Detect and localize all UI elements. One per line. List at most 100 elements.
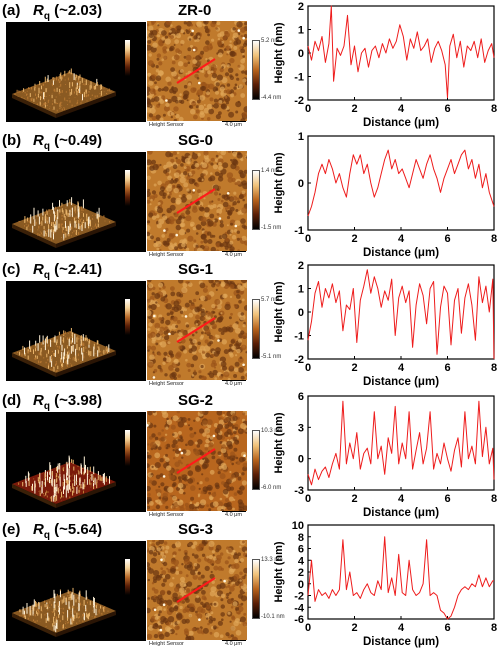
x-tick-label: 0 xyxy=(305,103,311,115)
y-axis-label: Height (nm) xyxy=(273,281,285,342)
color-scale-min: -5.1 nm xyxy=(261,354,282,360)
height-profile-line xyxy=(307,400,495,486)
color-scale-max: 5.7 nm xyxy=(261,297,280,303)
panel-c: (c) Rq (~2.41) SG-1 5.7 nm -5.1 nm Height Sen… xyxy=(0,259,500,389)
color-scale-min: -10.1 nm xyxy=(261,614,285,620)
x-tick-label: 2 xyxy=(351,233,357,245)
afm-2d-height-map xyxy=(147,411,247,511)
x-tick-label: 6 xyxy=(444,233,450,245)
afm-3d-image xyxy=(6,412,146,512)
rq-subscript: q xyxy=(43,270,50,281)
x-tick-label: 4 xyxy=(398,233,405,245)
y-axis-label: Height (nm) xyxy=(273,152,285,213)
afm-3d-image xyxy=(6,541,146,641)
sample-name: SG-2 xyxy=(178,392,214,409)
afm-2d-height-map xyxy=(147,280,247,380)
color-scale-max: 1.4 nm xyxy=(261,168,280,174)
y-tick-label: -4 xyxy=(294,602,305,614)
color-scale-min: -4.4 nm xyxy=(261,95,282,101)
x-tick-label: 8 xyxy=(491,233,497,245)
y-tick-label: 2 xyxy=(298,567,304,579)
panel-letter: (d) xyxy=(2,392,22,409)
panel-a: (a) Rq (~2.03) ZR-0 5.2 nm -4.4 nm Height Sen… xyxy=(0,0,500,130)
scale-bar xyxy=(222,511,246,512)
y-tick-label: 2 xyxy=(298,260,304,272)
rq-label: Rq (~5.64) xyxy=(33,521,102,541)
afm-3d-image xyxy=(6,22,146,122)
rq-symbol: R xyxy=(33,392,44,409)
afm-2d-height-map xyxy=(147,151,247,251)
y-tick-label: 10 xyxy=(292,520,304,532)
color-scale-max: 5.2 nm xyxy=(261,38,280,44)
height-color-scale-3d xyxy=(125,559,130,595)
panel-letter: (a) xyxy=(2,2,21,19)
plot-frame xyxy=(307,395,495,491)
x-tick-label: 6 xyxy=(444,103,450,115)
height-profile-line xyxy=(307,149,495,217)
y-tick-label: 6 xyxy=(298,391,304,403)
y-tick-label: -2 xyxy=(294,591,304,603)
x-tick-label: 4 xyxy=(398,362,405,374)
rq-value: (~2.41) xyxy=(54,261,103,278)
x-tick-label: 0 xyxy=(305,622,311,634)
rq-subscript: q xyxy=(43,530,50,541)
height-profile-chart: 0 2 4 6 8 -2 -1 0 1 2 Distance (μm) Height (nm) xyxy=(273,1,497,129)
y-tick-label: 0 xyxy=(298,307,304,319)
rq-subscript: q xyxy=(43,141,50,152)
sample-name: SG-0 xyxy=(178,132,214,149)
y-tick-label: 2 xyxy=(298,1,304,13)
x-axis-label: Distance (μm) xyxy=(363,636,439,648)
rq-value: (~2.03) xyxy=(54,2,103,19)
x-tick-label: 6 xyxy=(444,362,450,374)
y-tick-label: 1 xyxy=(298,131,304,143)
x-tick-label: 2 xyxy=(351,103,357,115)
rq-label: Rq (~0.49) xyxy=(33,132,102,152)
panel-letter: (e) xyxy=(2,521,21,538)
scale-bar-label: 4.0 μm xyxy=(225,512,242,518)
scale-bar-label: 4.0 μm xyxy=(225,641,242,647)
panel-b: (b) Rq (~0.49) SG-0 1.4 nm -1.5 nm Height Sen… xyxy=(0,130,500,260)
y-tick-label: -1 xyxy=(294,225,304,237)
x-tick-label: 0 xyxy=(305,233,311,245)
height-profile-line xyxy=(307,536,494,620)
y-tick-label: 1 xyxy=(298,284,304,296)
x-tick-label: 0 xyxy=(305,493,311,505)
x-tick-label: 2 xyxy=(351,362,357,374)
sample-name: SG-3 xyxy=(178,521,214,538)
x-tick-label: 6 xyxy=(444,622,450,634)
rq-value: (~3.98) xyxy=(54,392,103,409)
color-scale-max: 10.3 nm xyxy=(261,428,283,434)
x-axis-label: Distance (μm) xyxy=(363,507,439,519)
x-axis-label: Distance (μm) xyxy=(363,376,439,388)
height-color-scale-3d xyxy=(125,430,130,466)
scale-bar-label: 4.0 μm xyxy=(225,122,242,128)
rq-symbol: R xyxy=(33,2,44,19)
rq-label: Rq (~2.03) xyxy=(33,2,102,22)
color-scale-min: -6.0 nm xyxy=(261,485,282,491)
rq-value: (~0.49) xyxy=(54,132,103,149)
panel-e: (e) Rq (~5.64) SG-3 13.3 nm -10.1 nm Height S… xyxy=(0,519,500,649)
y-axis-label: Height (nm) xyxy=(273,412,285,473)
height-sensor-label: Height Sensor xyxy=(149,122,184,128)
rq-value: (~5.64) xyxy=(54,521,103,538)
sample-name: ZR-0 xyxy=(178,2,212,19)
y-tick-label: 0 xyxy=(298,178,304,190)
height-sensor-label: Height Sensor xyxy=(149,512,184,518)
sample-name: SG-1 xyxy=(178,261,214,278)
x-tick-label: 8 xyxy=(491,493,497,505)
y-tick-label: -1 xyxy=(294,72,304,84)
height-color-scale-2d xyxy=(252,430,260,490)
y-tick-label: 4 xyxy=(298,555,305,567)
x-tick-label: 2 xyxy=(351,622,357,634)
x-tick-label: 8 xyxy=(491,103,497,115)
height-profile-chart: 0 2 4 6 8 -2 -1 0 1 2 Distance (μm) Height (nm) xyxy=(273,260,497,388)
x-tick-label: 4 xyxy=(398,103,405,115)
plot-frame xyxy=(307,264,495,360)
y-tick-label: 1 xyxy=(298,25,304,37)
y-tick-label: -1 xyxy=(294,331,304,343)
scale-bar xyxy=(222,380,246,381)
panel-d: (d) Rq (~3.98) SG-2 10.3 nm -6.0 nm Height Se… xyxy=(0,390,500,520)
y-tick-label: 8 xyxy=(298,532,304,544)
